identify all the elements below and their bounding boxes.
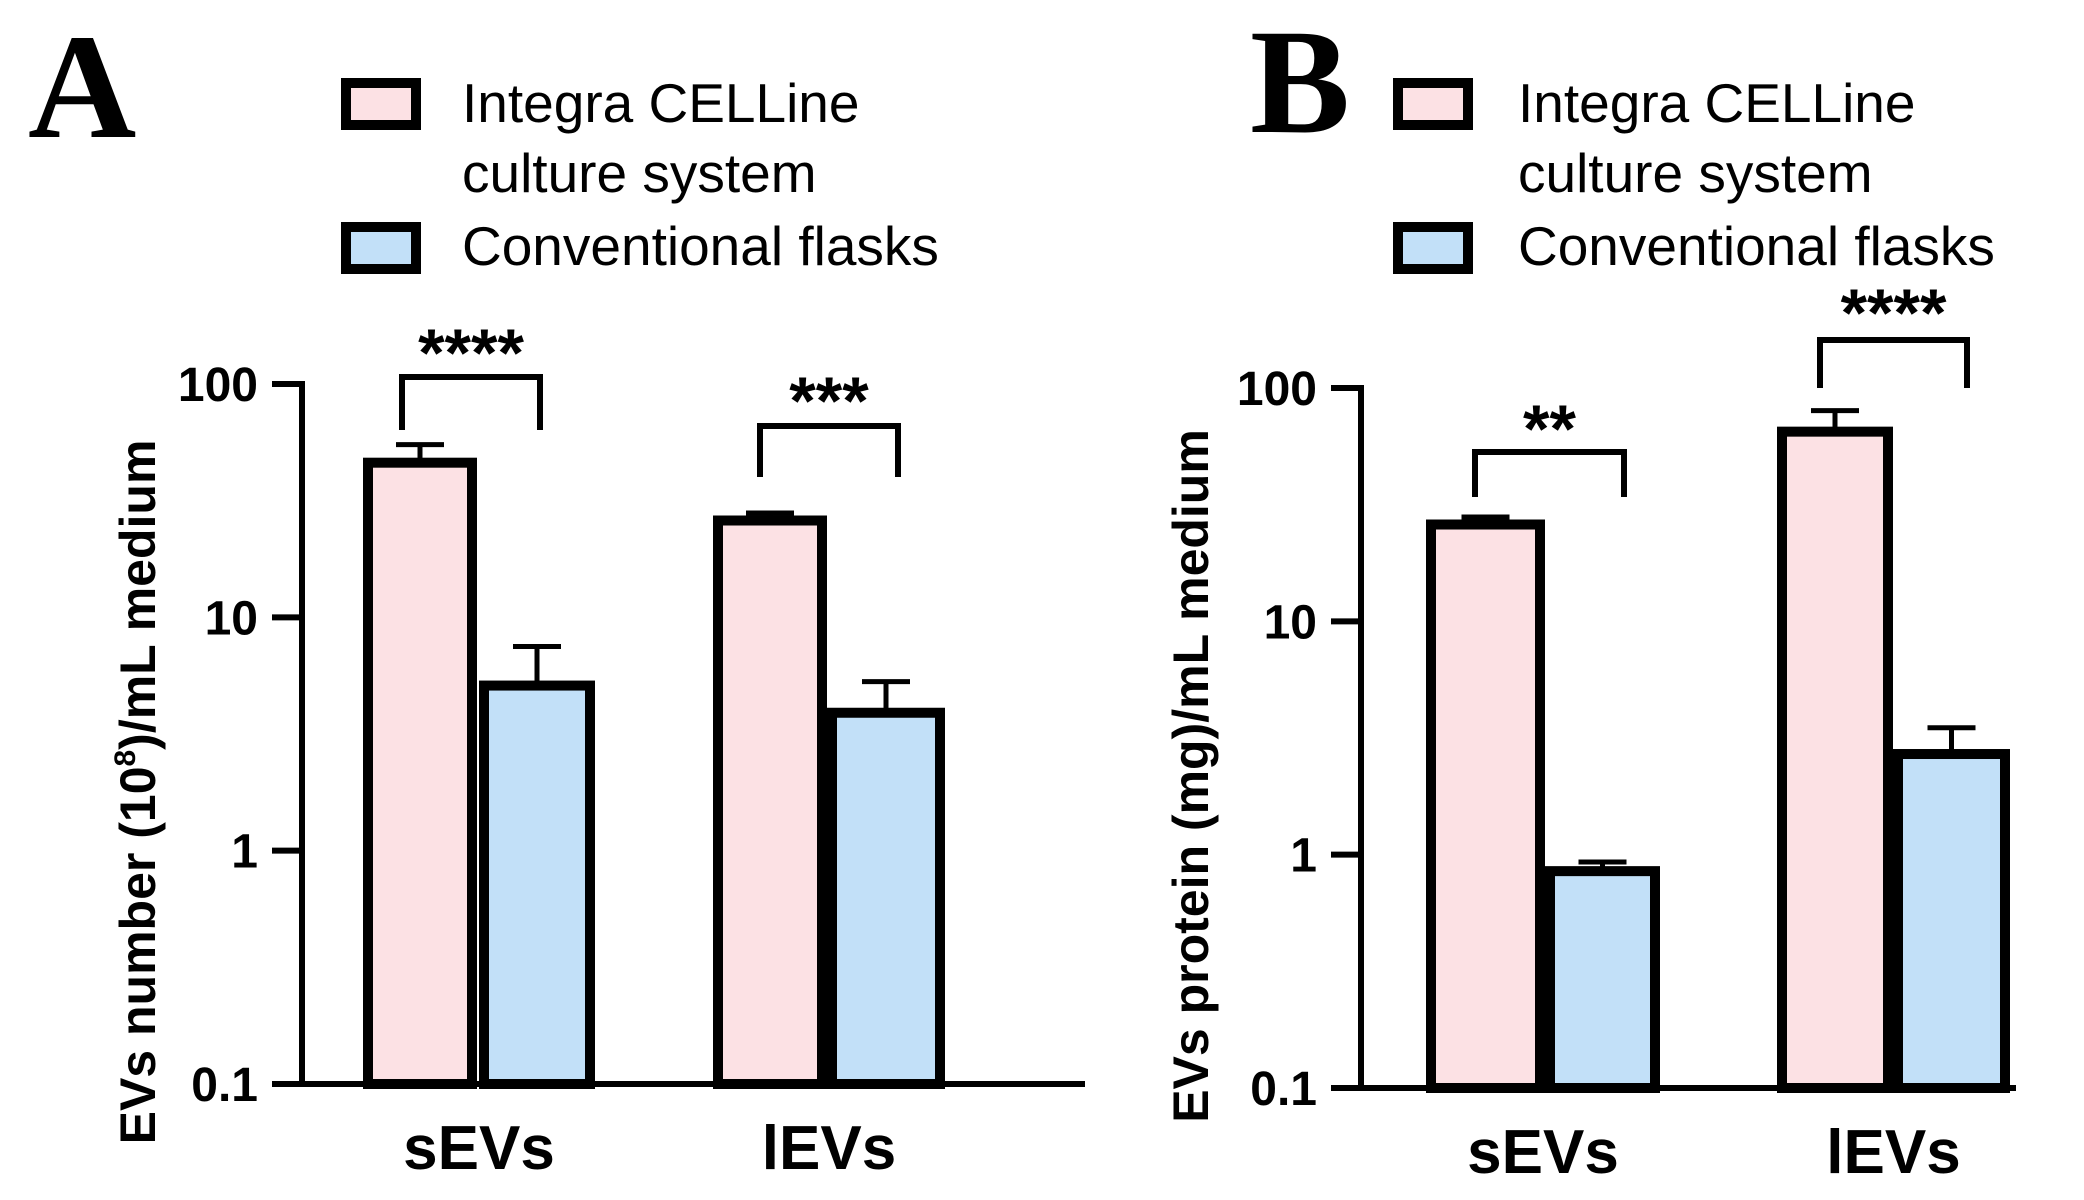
panel-b-ytick-label-0.1: 0.1	[1250, 1063, 1317, 1116]
panel-b-significance-label-lEVs: ****	[1841, 275, 1947, 351]
panel-a-significance-bracket-sEVs	[399, 374, 543, 430]
panel-a-ytick-label-1: 1	[231, 826, 258, 879]
panel-a-legend: Integra CELLine culture system Conventio…	[341, 72, 939, 277]
panel-a-legend-integra-line2: culture system	[462, 142, 817, 204]
panel-b-ylabel: EVs protein (mg)/mL medium	[1163, 429, 1219, 1123]
panel-a-ytick-label-0.1: 0.1	[191, 1059, 258, 1112]
panel-a-ylabel: EVs number (108)/mL medium	[109, 440, 166, 1145]
panel-b-legend-conventional: Conventional flasks	[1518, 215, 1995, 277]
panel-a-legend-integra-line1: Integra CELLine	[462, 72, 860, 134]
panel-b-bar-conventional-lEVs	[1893, 749, 2010, 1093]
panel-a-legend-swatch-integra	[341, 78, 421, 130]
panel-b-category-label-sEVs: sEVs	[1467, 1118, 1619, 1187]
panel-b-ytick-label-100: 100	[1237, 363, 1317, 416]
panel-a: A Integra CELLine culture system Convent…	[28, 4, 1085, 1183]
panel-b-ytick-label-1: 1	[1290, 830, 1317, 883]
panel-a-legend-conventional: Conventional flasks	[462, 215, 939, 277]
panel-a-bar-integra-lEVs	[713, 515, 827, 1089]
panel-b-legend-swatch-integra	[1393, 78, 1473, 130]
panel-a-legend-swatch-conventional	[341, 222, 421, 274]
panel-b-bar-integra-lEVs	[1777, 426, 1893, 1093]
panel-b-ytick-label-10: 10	[1264, 596, 1317, 649]
panel-a-significance-label-lEVs: ***	[789, 363, 869, 439]
panel-b-significance-bracket-sEVs	[1472, 449, 1627, 497]
panel-b-legend-swatch-conventional	[1393, 222, 1473, 274]
panel-a-ytick-label-100: 100	[178, 359, 258, 412]
panel-b-category-label-lEVs: lEVs	[1826, 1118, 1960, 1187]
panel-b-bar-integra-sEVs	[1426, 519, 1545, 1093]
panel-a-ytick-label-10: 10	[205, 592, 258, 645]
panel-a-bar-conventional-sEVs	[479, 680, 595, 1089]
panel-a-bar-integra-sEVs	[363, 457, 477, 1090]
panel-b-significance-bracket-lEVs	[1817, 337, 1970, 388]
panel-a-letter: A	[28, 4, 136, 170]
panel-a-significance-label-sEVs: ****	[418, 315, 524, 391]
panel-b-legend-integra-line2: culture system	[1518, 142, 1873, 204]
panel-b-legend-integra-line1: Integra CELLine	[1518, 72, 1916, 134]
panel-a-category-label-sEVs: sEVs	[403, 1114, 555, 1183]
panel-b-bar-conventional-sEVs	[1545, 866, 1660, 1093]
panel-b: B Integra CELLine culture system Convent…	[1163, 0, 2016, 1187]
panel-a-bar-conventional-lEVs	[827, 707, 945, 1089]
panel-a-category-label-lEVs: lEVs	[762, 1114, 896, 1183]
panel-b-significance-label-sEVs: **	[1523, 391, 1576, 467]
panel-a-significance-bracket-lEVs	[757, 423, 901, 477]
panel-b-letter: B	[1250, 0, 1350, 165]
panel-b-legend: Integra CELLine culture system Conventio…	[1393, 72, 1995, 277]
